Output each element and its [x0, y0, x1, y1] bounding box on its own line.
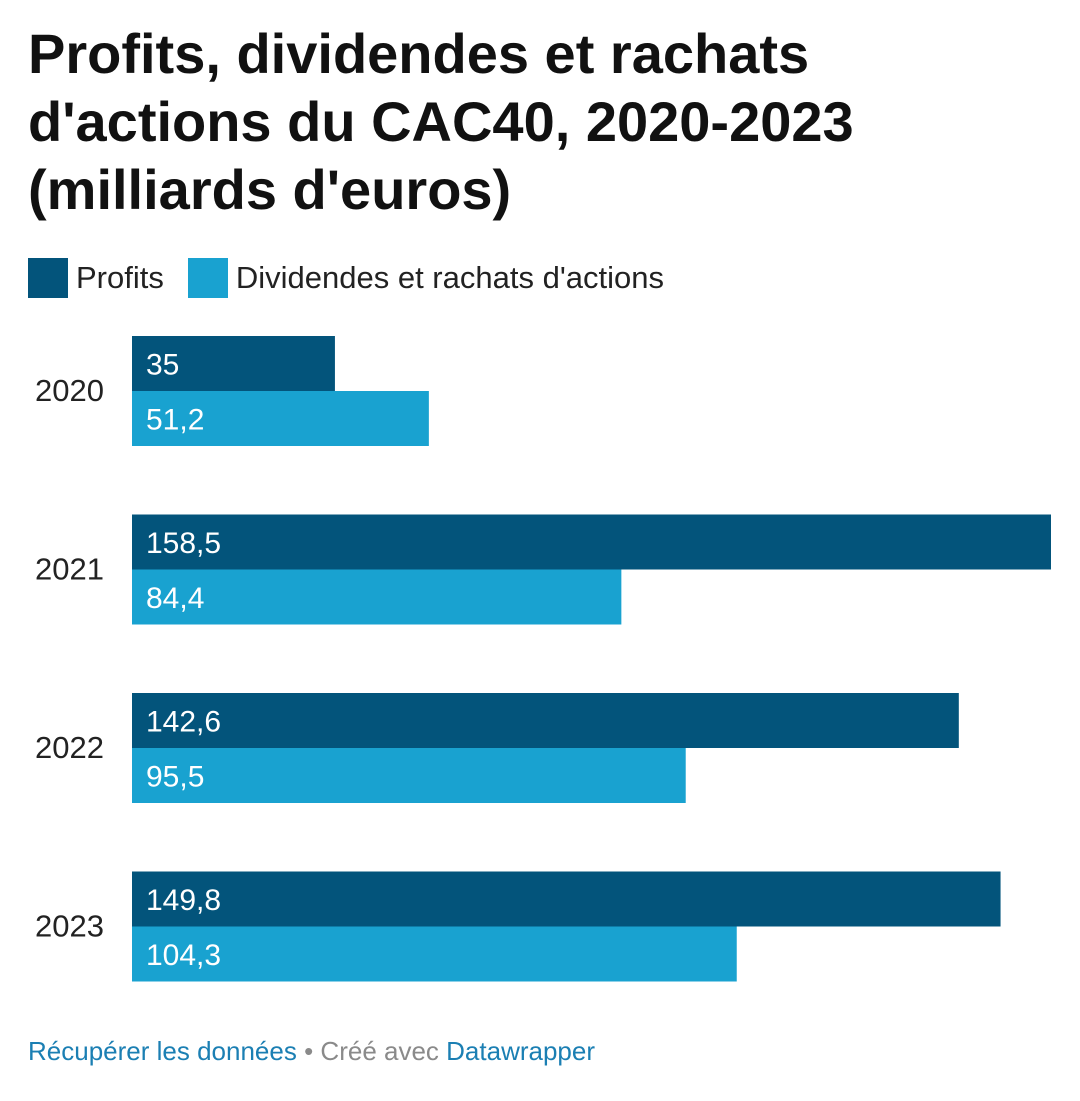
footer-separator: •	[304, 1036, 314, 1066]
download-data-link[interactable]: Récupérer les données	[28, 1036, 297, 1066]
bar-profits-2022	[132, 693, 959, 748]
footer: Récupérer les données • Créé avec Datawr…	[28, 1036, 595, 1067]
legend-item-profits: Profits	[28, 258, 164, 298]
data-label-dividendes-2021: 84,4	[146, 582, 204, 615]
data-label-dividendes-2022: 95,5	[146, 761, 204, 794]
chart-title-line: Profits, dividendes et rachats	[28, 22, 810, 85]
bar-chart: 2020 35 51,2 2021 158,5 84,4 2022 142,6 95,5 2023…	[35, 336, 1051, 982]
bar-dividendes-2021	[132, 569, 622, 625]
legend-label-profits: Profits	[76, 260, 164, 295]
data-label-dividendes-2023: 104,3	[146, 939, 221, 972]
bar-profits-2021	[132, 514, 1051, 570]
legend: Profits Dividendes et rachats d'actions	[28, 258, 688, 298]
created-with-text: Créé avec	[320, 1036, 439, 1066]
datawrapper-link[interactable]: Datawrapper	[446, 1036, 596, 1066]
chart-title-line: d'actions du CAC40, 2020-2023	[28, 90, 854, 153]
category-label-2023: 2023	[35, 909, 104, 944]
legend-swatch-dividendes	[187, 258, 228, 298]
data-label-profits-2020: 35	[146, 349, 179, 382]
bar-profits-2023	[132, 871, 1001, 927]
chart-title: Profits, dividendes et rachats d'actions…	[28, 20, 1028, 224]
bar-dividendes-2023	[132, 926, 737, 982]
category-label-2021: 2021	[35, 552, 104, 587]
legend-item-dividendes: Dividendes et rachats d'actions	[187, 258, 664, 298]
legend-swatch-profits	[28, 258, 68, 298]
bar-dividendes-2022	[132, 748, 686, 803]
chart-title-line: (milliards d'euros)	[28, 158, 512, 221]
data-label-profits-2022: 142,6	[146, 706, 221, 739]
category-label-2022: 2022	[35, 730, 104, 765]
legend-label-dividendes: Dividendes et rachats d'actions	[235, 260, 664, 295]
data-label-profits-2021: 158,5	[146, 527, 221, 560]
bar-dividendes-2020	[132, 391, 429, 446]
bar-profits-2020	[132, 336, 335, 391]
data-label-profits-2023: 149,8	[146, 884, 221, 917]
data-label-dividendes-2020: 51,2	[146, 404, 204, 437]
category-label-2020: 2020	[35, 373, 104, 408]
